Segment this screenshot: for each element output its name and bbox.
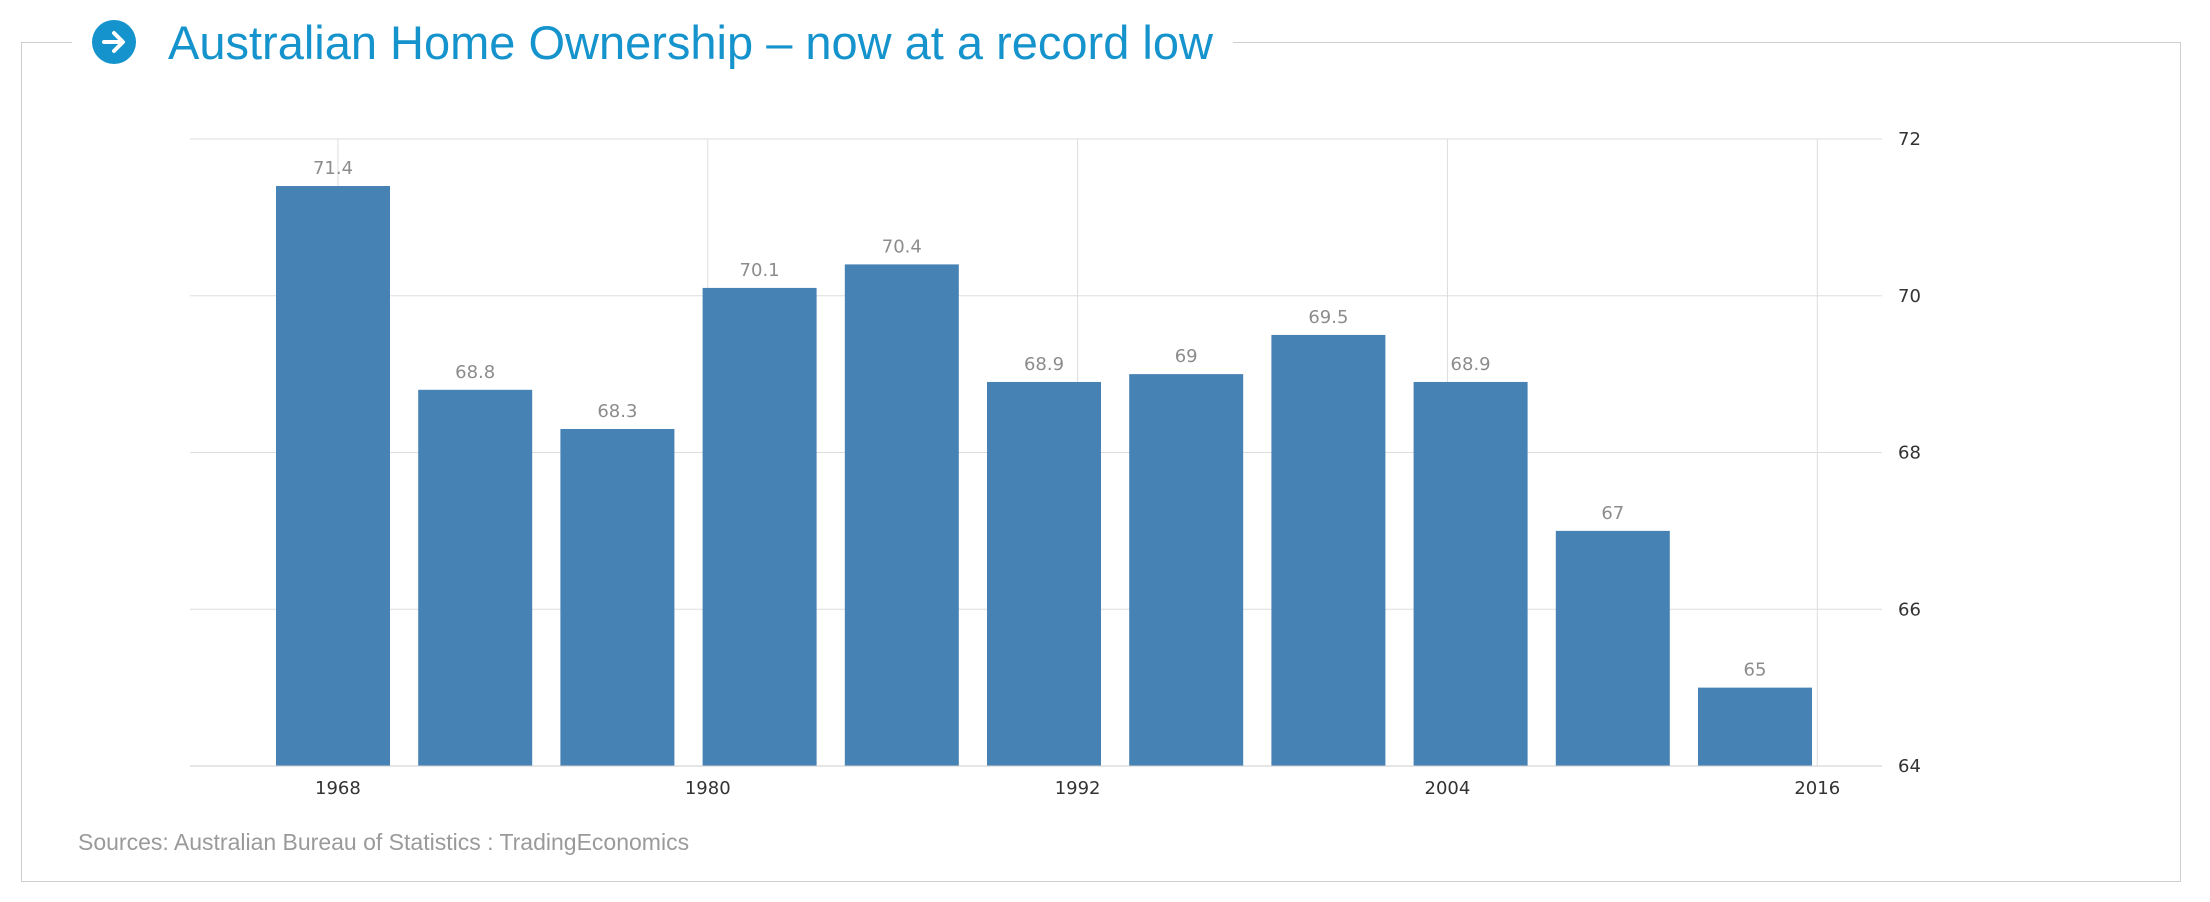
bar [1698, 687, 1812, 766]
x-tick-label: 2004 [1425, 778, 1471, 799]
y-tick-label: 66 [1898, 599, 1921, 620]
data-label: 71.4 [313, 158, 353, 179]
data-label: 68.9 [1024, 354, 1064, 375]
data-label: 65 [1744, 660, 1767, 681]
bar [1129, 374, 1244, 766]
title-bar: Australian Home Ownership – now at a rec… [72, 8, 1233, 76]
bar [560, 428, 675, 766]
y-tick-label: 70 [1898, 286, 1921, 307]
arrow-right-circle-icon [92, 20, 136, 64]
data-label: 69 [1175, 346, 1198, 367]
data-label: 67 [1601, 503, 1624, 524]
data-label: 70.1 [740, 260, 780, 281]
y-tick-label: 72 [1898, 129, 1921, 150]
data-label: 69.5 [1308, 307, 1348, 328]
x-tick-label: 1992 [1055, 778, 1101, 799]
bar [1413, 381, 1528, 766]
data-label: 68.9 [1451, 354, 1491, 375]
y-tick-label: 64 [1898, 756, 1921, 777]
bar [1271, 334, 1386, 766]
x-tick-label: 2016 [1794, 778, 1840, 799]
x-tick-label: 1968 [315, 778, 361, 799]
bar [987, 381, 1101, 766]
bar [418, 389, 533, 766]
chart-title: Australian Home Ownership – now at a rec… [168, 15, 1213, 69]
source-note: Sources: Australian Bureau of Statistics… [78, 829, 690, 855]
bar [1555, 530, 1670, 766]
bar [702, 287, 817, 766]
bar [276, 186, 390, 766]
y-tick-label: 68 [1898, 443, 1921, 464]
x-tick-label: 1980 [685, 778, 731, 799]
data-label: 68.3 [597, 401, 637, 422]
bar [844, 264, 959, 766]
data-label: 68.8 [455, 362, 495, 383]
data-label: 70.4 [882, 236, 922, 257]
